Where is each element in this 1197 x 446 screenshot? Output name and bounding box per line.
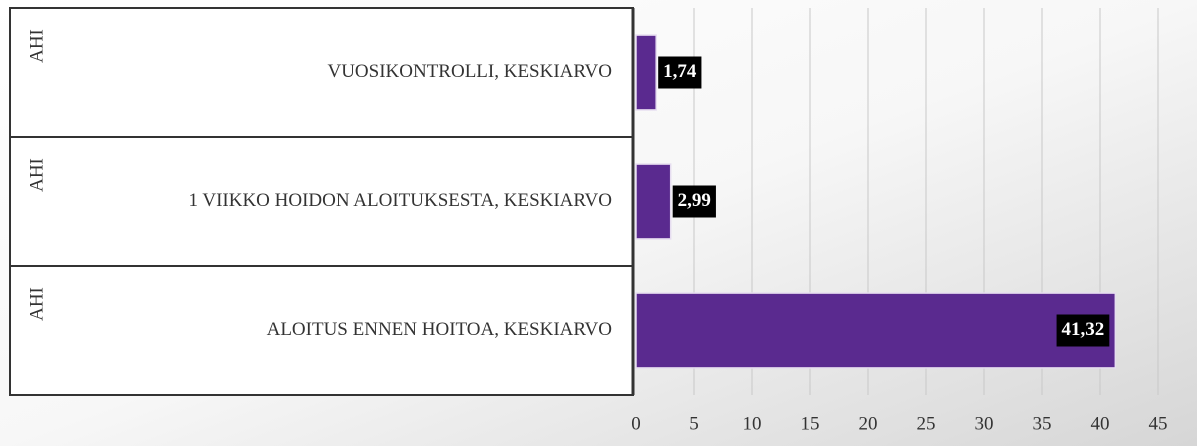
- value-label-box: [1056, 314, 1110, 347]
- value-label: 2,99: [678, 190, 711, 211]
- category-label: 1 VIIKKO HOIDON ALOITUKSESTA, KESKIARVO: [188, 190, 612, 211]
- category-group-label: AHI: [26, 29, 47, 63]
- x-tick-label: 20: [859, 413, 878, 434]
- category-box: [9, 136, 634, 267]
- value-label: 41,32: [1062, 319, 1105, 340]
- x-tick-label: 25: [917, 413, 936, 434]
- x-tick-label: 0: [631, 413, 641, 434]
- category-box: [9, 7, 634, 138]
- value-label-box: [672, 185, 716, 218]
- category-box: [9, 265, 634, 396]
- category-label: ALOITUS ENNEN HOITOA, KESKIARVO: [267, 319, 612, 340]
- category-group-label: AHI: [26, 158, 47, 192]
- x-tick-label: 5: [689, 413, 699, 434]
- category-group-label: AHI: [26, 287, 47, 321]
- bar: [635, 34, 657, 111]
- x-tick-label: 45: [1149, 413, 1168, 434]
- value-label-box: [658, 56, 702, 89]
- x-tick-label: 30: [975, 413, 994, 434]
- bar: [635, 163, 672, 240]
- x-tick-label: 35: [1033, 413, 1052, 434]
- x-tick-label: 10: [743, 413, 762, 434]
- category-label: VUOSIKONTROLLI, KESKIARVO: [327, 61, 612, 82]
- x-tick-label: 40: [1091, 413, 1110, 434]
- value-label: 1,74: [663, 61, 697, 82]
- x-tick-label: 15: [801, 413, 820, 434]
- bar: [635, 292, 1117, 369]
